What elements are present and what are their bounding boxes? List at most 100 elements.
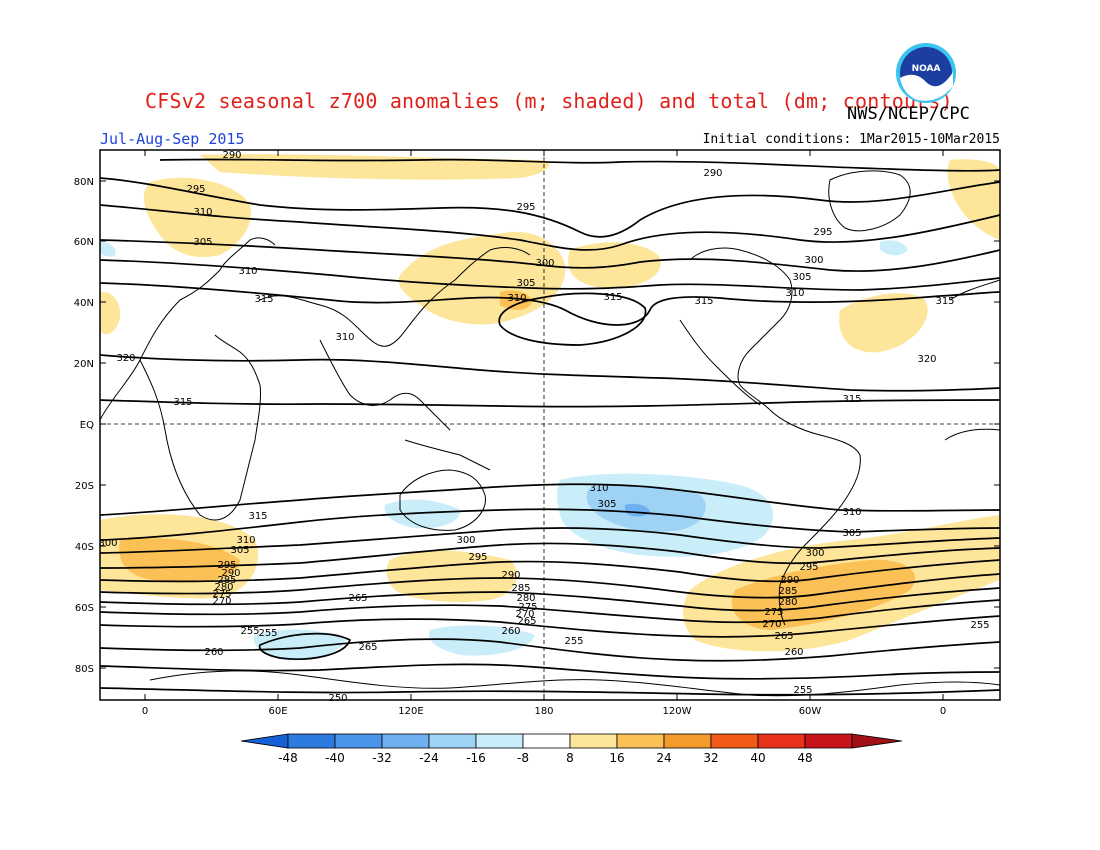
height-contours: [99, 158, 1001, 696]
colorbar-arrow-left: [240, 733, 289, 749]
contour-label: 315: [173, 397, 192, 408]
contour-label: 305: [597, 499, 616, 510]
colorbar-segment: [757, 733, 806, 749]
colorbar-label: -32: [372, 751, 392, 765]
colorbar-segment: [569, 733, 618, 749]
coastline: [679, 319, 761, 406]
contour-label: 250: [328, 693, 347, 704]
contour-label: 310: [238, 266, 257, 277]
contour-label: 310: [507, 293, 526, 304]
contour-label: 270: [515, 609, 534, 620]
contour-label: 260: [784, 647, 803, 658]
contour-label: 295: [468, 552, 487, 563]
contour-label: 290: [780, 575, 799, 586]
contour: [99, 177, 1001, 238]
contour-label: 260: [204, 647, 223, 658]
contour-label: 315: [248, 511, 267, 522]
contour-label: 295: [217, 560, 236, 571]
coastline: [949, 279, 1001, 301]
latitude-label: 40N: [74, 298, 94, 309]
longitude-label: 120E: [398, 706, 423, 717]
contour-label: 310: [842, 507, 861, 518]
contour-label: 305: [842, 528, 861, 539]
latitude-label: 60S: [75, 603, 94, 614]
anomaly-region: [500, 290, 532, 310]
contour-label: 255: [793, 685, 812, 696]
contour-label: 315: [254, 294, 273, 305]
coastline: [689, 247, 793, 411]
axis-ticks: [100, 150, 1000, 700]
contour-label: 280: [516, 593, 535, 604]
colorbar-label: -8: [517, 751, 529, 765]
anomaly-region: [880, 240, 908, 256]
contour: [99, 559, 1001, 583]
colorbar-segment: [616, 733, 665, 749]
longitude-label: 180: [534, 706, 553, 717]
graticule: [100, 150, 1000, 700]
contour-label: 265: [348, 593, 367, 604]
contour-label: 290: [221, 568, 240, 579]
contour-label: 260: [501, 626, 520, 637]
latitude-label: EQ: [80, 420, 94, 431]
colorbar-label: -24: [419, 751, 439, 765]
logo-text: NOAA: [912, 64, 941, 74]
contour-label: 315: [842, 394, 861, 405]
contour-label: 255: [258, 628, 277, 639]
anomaly-region: [100, 242, 116, 257]
contour: [99, 527, 1001, 554]
colorbar-segment: [428, 733, 477, 749]
contour-label: 295: [516, 202, 535, 213]
colorbar-label: 32: [703, 751, 718, 765]
colorbar-segment: [522, 733, 571, 749]
contour-label: 305: [516, 278, 535, 289]
colorbar-label: 24: [656, 751, 671, 765]
anomaly-region: [100, 291, 121, 335]
contour-label: 295: [186, 184, 205, 195]
longitude-labels: 0 60E 120E 180 120W 60W 0: [142, 706, 946, 717]
contour-label: 295: [799, 562, 818, 573]
contour: [99, 663, 1001, 680]
colorbar-label: 8: [566, 751, 574, 765]
contour-label: 300: [98, 538, 117, 549]
contour: [99, 587, 1001, 612]
colorbar-segment: [334, 733, 383, 749]
contour-label: 305: [193, 237, 212, 248]
agency-label: NWS/NCEP/CPC: [847, 104, 970, 124]
contour-label: 290: [703, 168, 722, 179]
latitude-label: 20S: [75, 481, 94, 492]
contour-label: 300: [456, 535, 475, 546]
coastline: [399, 469, 486, 531]
contour-label: 290: [501, 570, 520, 581]
chart-title: CFSv2 seasonal z700 anomalies (m; shaded…: [145, 89, 953, 113]
colorbar-segment: [287, 733, 336, 749]
contour-label: 315: [694, 296, 713, 307]
anomaly-region: [731, 559, 916, 630]
anomaly-region: [253, 629, 345, 661]
contour: [99, 508, 1001, 541]
coastline: [404, 439, 491, 471]
contour-label: 275: [764, 607, 783, 618]
contour: [99, 239, 1001, 272]
contour-label: 320: [116, 353, 135, 364]
colorbar-segment: [663, 733, 712, 749]
contour-label: 310: [589, 483, 608, 494]
contour-label: 305: [792, 272, 811, 283]
contour-label: 255: [564, 636, 583, 647]
longitude-label: 0: [940, 706, 946, 717]
contour-label: 305: [230, 545, 249, 556]
contour-label: 290: [222, 150, 241, 161]
contour-label: 280: [778, 597, 797, 608]
colorbar-label: 40: [750, 751, 765, 765]
contour-label: 300: [804, 255, 823, 266]
contour-label: 275: [518, 602, 537, 613]
coastline: [944, 428, 1001, 441]
initial-conditions-value: 1Mar2015-10Mar2015: [859, 132, 1000, 147]
anomaly-region: [384, 499, 461, 529]
contour: [99, 259, 1001, 291]
contour-label: 300: [805, 548, 824, 559]
contour-label: 280: [214, 582, 233, 593]
coastlines: [99, 170, 1001, 697]
contour-label: 310: [236, 535, 255, 546]
noaa-logo-icon: NOAA: [896, 43, 956, 103]
